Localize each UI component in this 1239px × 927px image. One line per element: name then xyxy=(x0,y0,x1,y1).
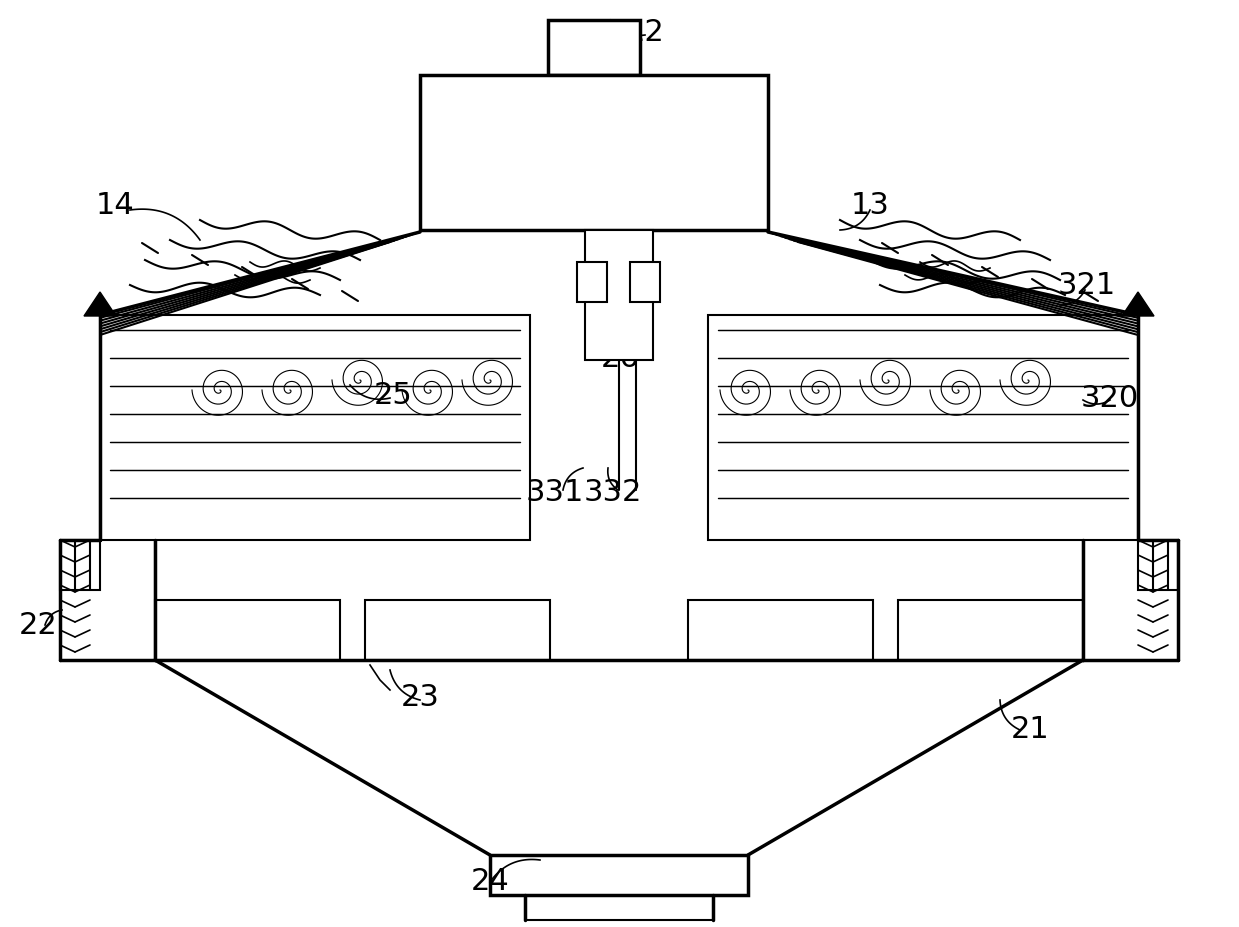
Text: 331: 331 xyxy=(525,477,584,506)
Text: 26: 26 xyxy=(601,344,639,373)
Bar xyxy=(1137,540,1178,590)
Bar xyxy=(577,262,607,302)
Bar xyxy=(585,230,653,360)
Bar xyxy=(548,20,641,75)
Text: 332: 332 xyxy=(584,477,642,506)
Bar xyxy=(898,600,1083,660)
Text: 12: 12 xyxy=(626,18,664,46)
Text: 321: 321 xyxy=(1058,271,1116,299)
Bar xyxy=(629,262,660,302)
Text: 14: 14 xyxy=(95,191,134,220)
Text: 13: 13 xyxy=(850,191,890,220)
Text: 23: 23 xyxy=(400,683,440,713)
Polygon shape xyxy=(1123,292,1154,316)
Bar xyxy=(59,540,100,590)
Text: 11: 11 xyxy=(680,146,720,174)
Text: 25: 25 xyxy=(374,380,413,410)
Text: 24: 24 xyxy=(471,868,509,896)
Polygon shape xyxy=(84,292,116,316)
Text: 22: 22 xyxy=(19,611,57,640)
Text: 21: 21 xyxy=(1011,716,1049,744)
Bar xyxy=(489,855,748,895)
Bar xyxy=(366,600,550,660)
Bar xyxy=(420,75,768,230)
Bar xyxy=(100,315,530,540)
Bar xyxy=(707,315,1137,540)
Text: 320: 320 xyxy=(1080,384,1139,413)
Bar xyxy=(155,600,339,660)
Bar xyxy=(688,600,873,660)
